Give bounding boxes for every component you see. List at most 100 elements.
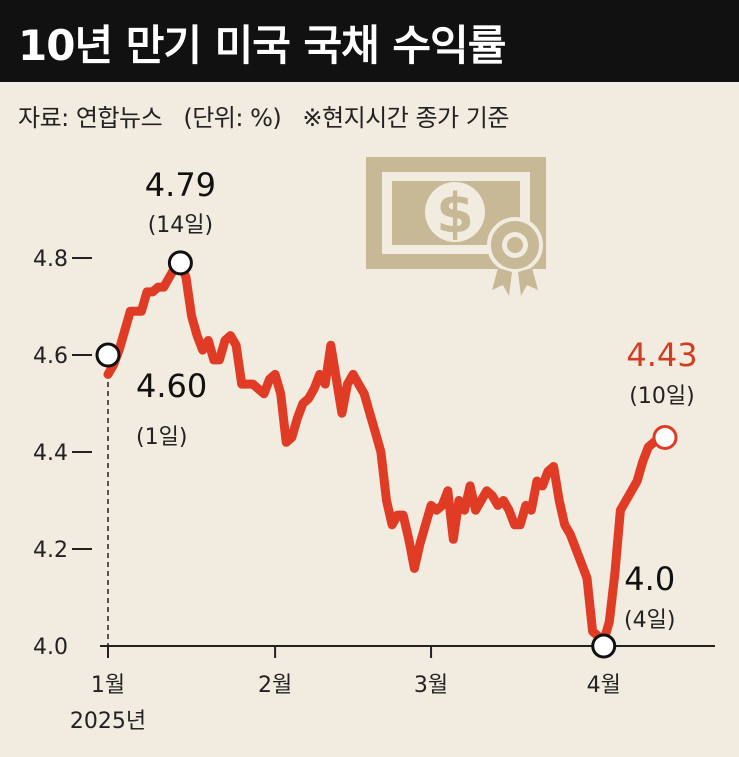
data-point <box>291 436 293 439</box>
data-point <box>519 524 521 526</box>
data-point <box>190 315 193 317</box>
data-point <box>385 499 388 502</box>
data-point <box>564 524 566 526</box>
svg-text:$: $ <box>436 182 474 245</box>
x-tick-label: 1월 <box>91 673 125 698</box>
data-point <box>614 572 616 574</box>
data-point <box>129 310 131 312</box>
last-value-label: 4.43 <box>626 336 697 374</box>
low-date-label: (4일) <box>624 608 675 633</box>
data-point <box>452 538 454 540</box>
annotations: 4.60 (1일) 4.79 (14일) 4.0 (4일) 4.43 (10일) <box>95 166 698 659</box>
data-point <box>202 349 204 351</box>
data-point <box>441 504 443 506</box>
data-point <box>424 524 427 526</box>
data-point <box>553 465 555 468</box>
data-point <box>358 383 360 385</box>
data-point <box>369 412 371 414</box>
data-point <box>447 490 449 492</box>
data-point <box>391 524 393 526</box>
last-marker <box>652 424 678 450</box>
data-point <box>508 509 510 511</box>
low-value-label: 4.0 <box>624 560 675 598</box>
data-point <box>274 373 276 375</box>
axes: 4.0 4.2 4.4 4.6 4.8 1월 2025년 2월 3월 4월 <box>33 247 715 734</box>
data-point <box>168 276 170 278</box>
data-point <box>157 286 159 288</box>
data-point <box>163 286 165 288</box>
data-point <box>146 291 148 293</box>
data-point <box>185 276 187 278</box>
data-point <box>124 330 126 332</box>
y-tick-label: 4.8 <box>33 247 68 272</box>
data-point <box>151 291 154 293</box>
data-point <box>547 470 549 472</box>
data-point <box>246 383 248 385</box>
data-point <box>263 393 265 395</box>
chart-meta: 자료: 연합뉴스 (단위: %) ※현지시간 종가 기준 <box>18 98 523 133</box>
data-point <box>374 432 376 434</box>
unit-text: (단위: %) <box>183 104 282 132</box>
data-point <box>335 378 337 380</box>
data-point <box>241 383 243 385</box>
last-date-label: (10일) <box>629 384 694 409</box>
data-point <box>341 412 343 414</box>
data-point <box>497 504 499 506</box>
data-point <box>642 461 644 463</box>
data-point <box>235 344 237 346</box>
data-point <box>480 499 482 502</box>
data-point <box>541 485 544 487</box>
low-marker <box>591 633 617 659</box>
data-point <box>324 383 326 385</box>
data-point <box>207 339 209 342</box>
data-point <box>436 509 438 511</box>
data-point <box>586 577 588 579</box>
data-point <box>408 538 410 540</box>
data-point <box>530 509 532 511</box>
data-point <box>514 524 516 526</box>
data-point <box>575 548 577 550</box>
data-point <box>458 499 460 502</box>
data-point <box>307 398 310 400</box>
data-point <box>397 514 399 516</box>
data-point <box>196 335 198 337</box>
data-point <box>380 451 382 453</box>
data-point <box>140 310 143 312</box>
data-point <box>135 310 137 312</box>
data-point <box>636 480 638 482</box>
data-point <box>608 621 610 623</box>
data-point <box>229 335 232 337</box>
data-point <box>536 480 538 482</box>
data-point <box>296 417 298 419</box>
peak-date-label: (14일) <box>148 213 213 238</box>
data-point <box>280 393 282 395</box>
note-text: ※현지시간 종가 기준 <box>302 104 509 132</box>
data-point <box>502 499 505 502</box>
data-point <box>469 485 471 487</box>
y-tick-label: 4.6 <box>33 344 68 369</box>
y-tick-label: 4.4 <box>33 441 68 466</box>
data-point <box>107 373 109 375</box>
data-point <box>268 378 271 380</box>
data-point <box>491 495 493 497</box>
data-point <box>319 373 321 375</box>
data-point <box>558 499 560 502</box>
start-date-label: (1일) <box>136 425 187 450</box>
y-tick-label: 4.2 <box>33 538 68 563</box>
y-tick-label: 4.0 <box>33 635 68 660</box>
x-tick-label: 3월 <box>414 673 448 698</box>
data-point <box>569 533 571 536</box>
dollar-bill-icon: $ <box>366 157 546 296</box>
data-point <box>330 344 332 346</box>
data-point <box>352 373 354 375</box>
data-point <box>302 402 304 405</box>
peak-marker <box>167 250 193 276</box>
data-point <box>346 383 349 385</box>
data-point <box>486 490 488 492</box>
data-point <box>402 514 404 516</box>
data-point <box>630 490 633 492</box>
title-bar: 10년 만기 미국 국채 수익률 <box>0 0 739 82</box>
data-point <box>625 499 627 502</box>
chart-title: 10년 만기 미국 국채 수익률 <box>18 21 506 70</box>
